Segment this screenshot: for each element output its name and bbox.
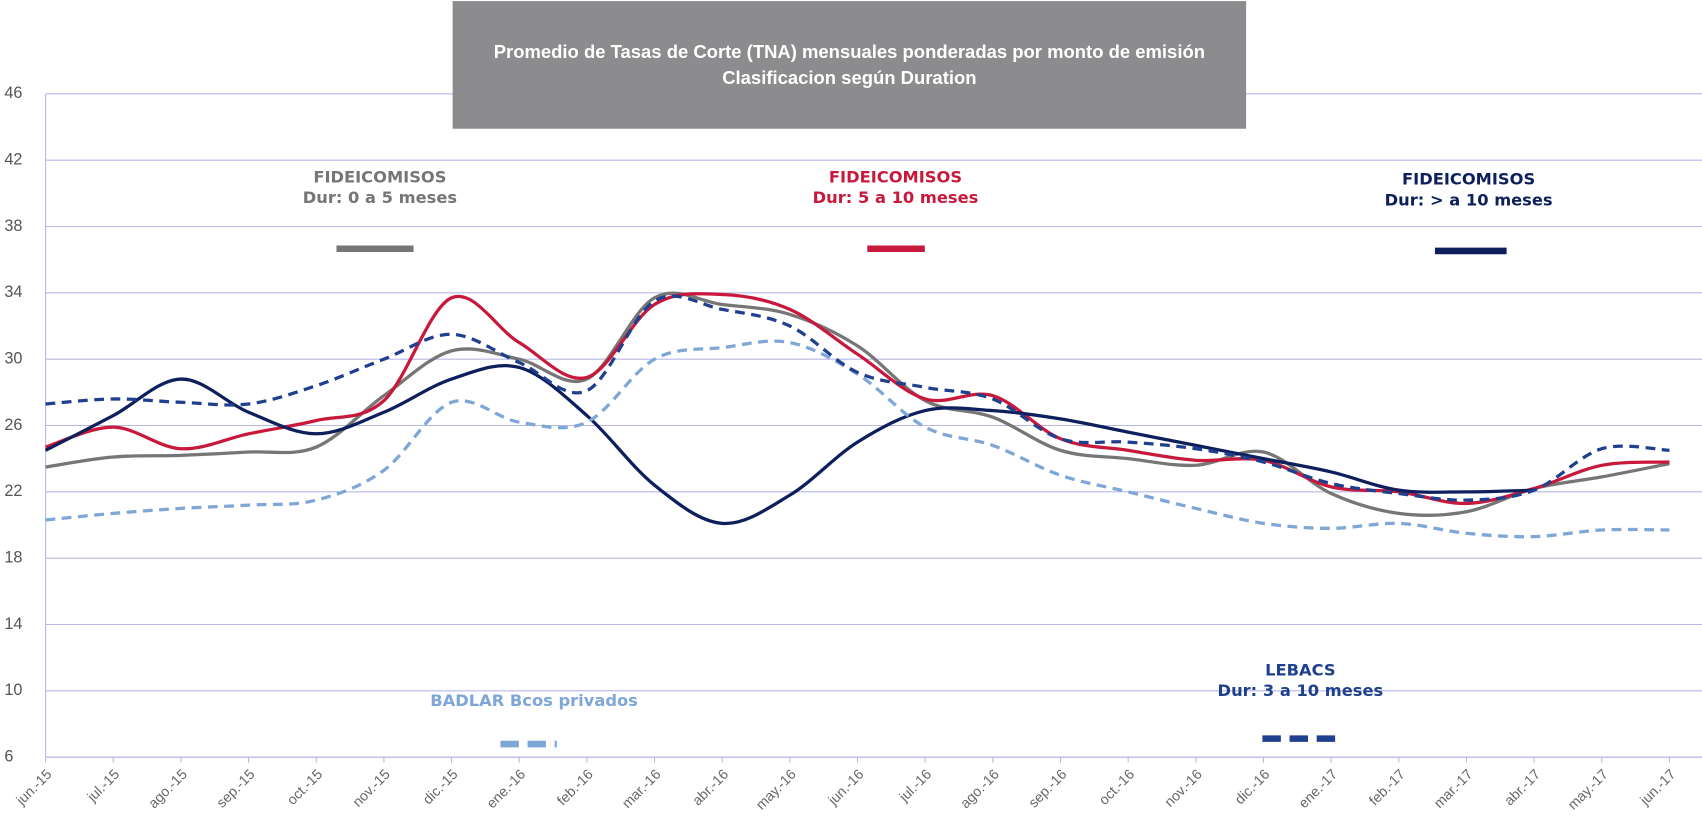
x-tick-label: abr.-16 (689, 766, 731, 809)
x-tick-label: sep.-15 (213, 766, 258, 811)
y-tick-label: 42 (4, 150, 22, 168)
x-tick-label: jul.-16 (895, 766, 934, 805)
x-tick-label: jun.-15 (12, 766, 55, 809)
title-box (452, 1, 1247, 129)
legend-label: FIDEICOMISOS (829, 167, 962, 186)
legend-duration: Dur: 5 a 10 meses (813, 188, 979, 207)
x-tick-label: oct.-15 (284, 766, 326, 808)
x-tick-label: ene.-16 (483, 766, 528, 811)
x-tick-label: feb.-16 (554, 766, 596, 809)
x-tick-label: jul.-15 (83, 766, 122, 805)
x-tick-label: sep.-16 (1025, 766, 1070, 811)
legend-label: LEBACS (1265, 660, 1335, 679)
y-tick-label: 26 (4, 416, 22, 434)
x-tick-label: nov.-15 (349, 766, 393, 810)
x-tick-label: may.-16 (752, 766, 799, 813)
y-tick-label: 22 (4, 482, 22, 500)
series-line (45, 291, 1670, 506)
y-tick-label: 30 (4, 349, 22, 367)
series-line (44, 363, 1535, 525)
x-tick-label: dic.-16 (1231, 766, 1272, 807)
series-line (45, 339, 1670, 539)
legend-duration: Dur: 3 a 10 meses (1218, 681, 1384, 700)
y-tick-label: 10 (4, 681, 22, 699)
legend-label: FIDEICOMISOS (1402, 169, 1535, 188)
series-line (45, 291, 1670, 517)
x-tick-label: jun.-17 (1636, 766, 1679, 809)
legend-label: FIDEICOMISOS (313, 167, 446, 186)
plot: 6 10 14 18 22 26 30 34 38 42 46 jun.-15 jul.-15 ago.-… (4, 84, 1702, 813)
y-tick-label: 38 (4, 217, 22, 235)
x-tick-label: ene.-17 (1295, 766, 1340, 811)
chart-title: Promedio de Tasas de Corte (TNA) mensual… (493, 40, 1205, 88)
x-tick-label: dic.-15 (419, 766, 460, 807)
x-tick-label: oct.-16 (1096, 766, 1138, 808)
x-tick-label: jun.-16 (824, 766, 867, 809)
y-tick-label: 46 (4, 84, 22, 102)
x-tick-label: ago.-16 (957, 766, 1002, 811)
x-tick-label: mar.-17 (1430, 766, 1475, 811)
title-holder: Promedio de Tasas de Corte (TNA) mensual… (493, 40, 1205, 88)
x-tick-label: nov.-16 (1161, 766, 1205, 810)
series-line (45, 294, 1670, 502)
y-tick-label: 6 (4, 747, 13, 765)
legend-duration: Dur: 0 a 5 meses (303, 188, 457, 207)
x-tick-label: may.-17 (1564, 766, 1611, 813)
y-tick-label: 34 (4, 283, 22, 301)
x-tick-label: feb.-17 (1366, 766, 1408, 809)
legend-duration: Dur: > a 10 meses (1385, 190, 1553, 209)
x-tick-label: abr.-17 (1501, 766, 1543, 809)
y-tick-label: 14 (4, 615, 22, 633)
x-tick-label: ago.-15 (145, 766, 190, 811)
legend-label: BADLAR Bcos privados (430, 691, 638, 710)
y-tick-label: 18 (4, 548, 22, 566)
x-tick-label: mar.-16 (619, 766, 664, 811)
